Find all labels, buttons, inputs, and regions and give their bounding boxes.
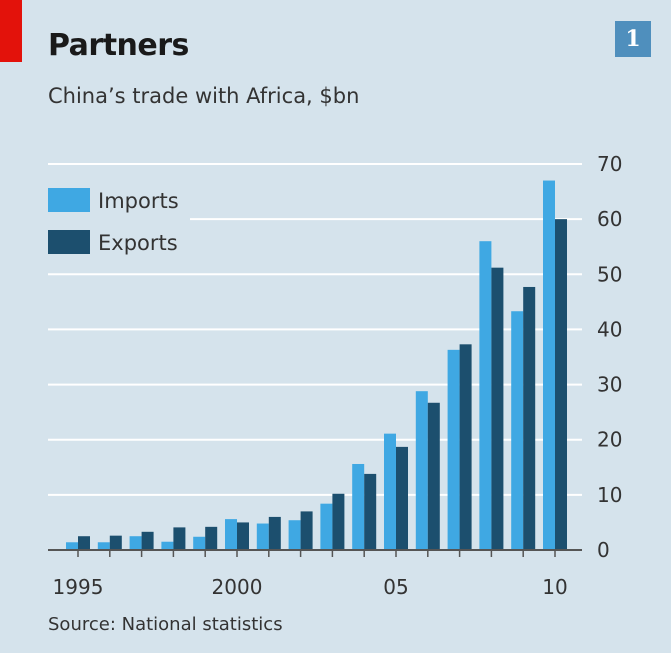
y-tick-label: 70 xyxy=(597,152,622,176)
bar-exports xyxy=(491,267,504,550)
bar-exports xyxy=(364,473,377,550)
y-tick-label: 0 xyxy=(597,538,610,562)
bar-imports xyxy=(161,541,174,550)
bar-imports xyxy=(447,349,460,550)
y-tick-label: 10 xyxy=(597,483,622,507)
bar-exports xyxy=(205,526,218,550)
bar-imports xyxy=(543,180,555,551)
bar-imports xyxy=(225,519,237,550)
bar-imports xyxy=(97,542,110,550)
bar-exports xyxy=(268,516,281,550)
x-tick-label: 1995 xyxy=(53,575,104,599)
bar-exports xyxy=(555,219,567,550)
x-tick-label: 10 xyxy=(542,575,567,599)
x-tick-label: 05 xyxy=(383,575,408,599)
bar-exports xyxy=(78,536,90,550)
accent-tab xyxy=(0,0,22,62)
legend-swatch-exports xyxy=(48,230,90,254)
y-tick-label: 60 xyxy=(597,207,622,231)
x-tick-label: 2000 xyxy=(212,575,263,599)
bar-exports xyxy=(332,493,345,550)
bar-exports xyxy=(173,527,186,550)
source-note: Source: National statistics xyxy=(48,614,283,635)
y-tick-label: 20 xyxy=(597,428,622,452)
legend-label-imports: Imports xyxy=(98,189,179,213)
bar-imports xyxy=(384,433,396,550)
bar-exports xyxy=(109,535,122,550)
y-tick-label: 30 xyxy=(597,373,622,397)
bar-imports xyxy=(320,503,333,550)
bar-exports xyxy=(427,402,440,550)
bar-imports xyxy=(511,311,524,550)
bar-imports xyxy=(129,536,142,550)
bar-exports xyxy=(523,286,536,550)
chart-number-badge: 1 xyxy=(615,21,651,57)
bar-imports xyxy=(193,536,206,550)
bar-imports xyxy=(352,463,365,550)
bar-imports xyxy=(256,523,269,550)
bar-exports xyxy=(141,531,154,550)
chart-title: Partners xyxy=(48,28,189,63)
bar-imports xyxy=(415,391,428,550)
y-tick-label: 40 xyxy=(597,317,622,341)
bar-exports xyxy=(396,446,408,550)
bar-exports xyxy=(300,511,313,550)
bar-exports xyxy=(237,522,249,550)
bar-imports xyxy=(66,542,78,550)
y-tick-label: 50 xyxy=(597,262,622,286)
bar-exports xyxy=(459,344,472,550)
chart-subtitle: China’s trade with Africa, $bn xyxy=(48,84,360,108)
legend-label-exports: Exports xyxy=(98,231,178,255)
bar-imports xyxy=(479,241,492,550)
legend-swatch-imports xyxy=(48,188,90,212)
bar-imports xyxy=(288,520,301,550)
